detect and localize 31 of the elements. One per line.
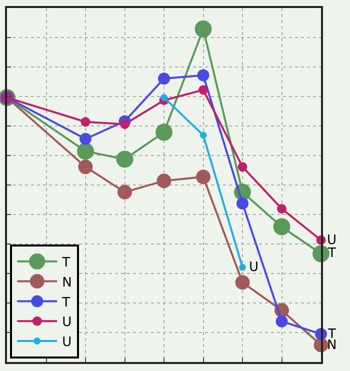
point [80,132,92,145]
text: N [327,338,337,353]
legend-label: N [62,275,72,290]
point [158,72,170,85]
point [198,85,208,95]
point [200,132,207,139]
point [277,204,286,214]
point [273,218,290,236]
point [118,184,132,200]
point [196,170,210,184]
legend-label: T [61,255,70,270]
text: U [327,233,337,248]
point [239,264,246,271]
point [160,94,168,102]
point [156,174,172,188]
point [197,69,210,82]
point [276,315,288,328]
point [120,119,130,129]
text: U [249,260,259,275]
point [156,124,172,141]
legend-label: U [62,315,72,330]
point [194,20,212,38]
legend-label: T [61,295,70,310]
legend-label: U [62,335,72,350]
point [77,142,94,160]
point [80,117,90,127]
point [235,275,250,290]
point [116,150,134,168]
point [78,160,93,174]
point [238,162,248,172]
point [236,197,248,210]
